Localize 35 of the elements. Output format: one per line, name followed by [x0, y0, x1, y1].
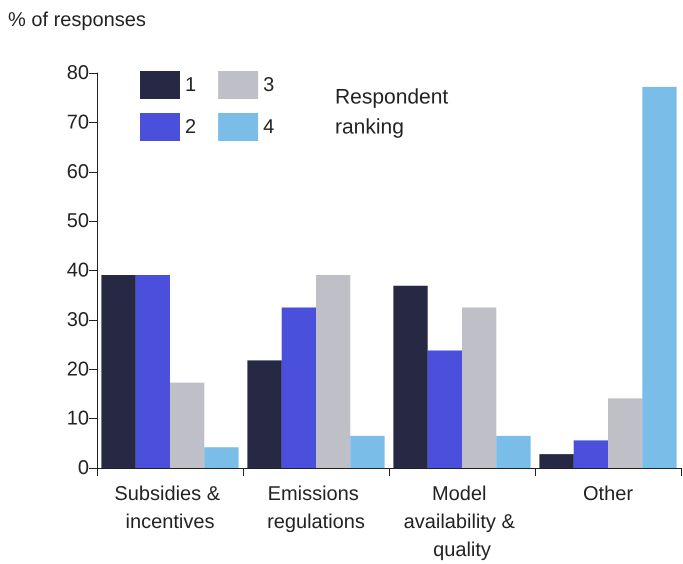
y-tick-label: 0 [78, 457, 89, 479]
x-tick-label: Model availability & quality [404, 483, 520, 561]
bar [170, 382, 204, 468]
legend-label: 4 [263, 116, 274, 138]
x-tick-label: Emissions regulations [267, 483, 365, 533]
bar [608, 398, 642, 468]
legend-label: 2 [185, 116, 196, 138]
bar [393, 286, 428, 468]
bar [316, 274, 350, 468]
y-axis-title: % of responses [8, 9, 146, 31]
bar [282, 308, 316, 468]
legend-title: Respondent ranking [335, 86, 454, 138]
y-tick-label: 30 [66, 308, 89, 331]
legend-label: 1 [185, 74, 196, 96]
bar [496, 436, 531, 468]
y-tick-label: 40 [66, 260, 89, 282]
y-tick-label: 20 [66, 358, 89, 380]
bar [428, 350, 462, 468]
bar [247, 360, 282, 468]
bar [204, 447, 239, 468]
x-tick-label: Subsidies & incentives [114, 483, 226, 533]
y-tick-label: 10 [66, 408, 89, 430]
bar [350, 436, 385, 468]
y-tick-label: 50 [66, 210, 89, 232]
bar [462, 308, 496, 468]
x-tick-label: Other [582, 483, 634, 505]
y-tick-label: 80 [66, 62, 89, 84]
bar [539, 454, 574, 468]
legend-label: 3 [263, 74, 274, 96]
bar [101, 274, 136, 468]
bar [136, 274, 170, 468]
bar [642, 86, 677, 468]
bar [574, 440, 608, 468]
y-tick-label: 60 [66, 160, 89, 183]
y-tick-label: 70 [66, 111, 89, 134]
